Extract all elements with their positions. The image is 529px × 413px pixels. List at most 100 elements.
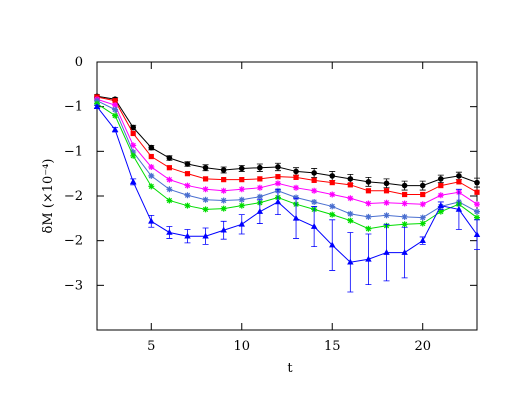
- marker: [130, 149, 137, 156]
- marker: [166, 165, 172, 171]
- marker: [401, 249, 408, 255]
- marker: [437, 202, 445, 208]
- marker: [365, 188, 372, 194]
- marker: [112, 98, 118, 104]
- x-axis-label: t: [287, 361, 293, 376]
- marker: [93, 103, 101, 109]
- marker: [166, 197, 173, 204]
- marker: [221, 177, 227, 183]
- marker: [148, 183, 155, 190]
- marker: [383, 249, 390, 255]
- marker: [202, 206, 209, 213]
- marker: [130, 124, 136, 131]
- marker: [401, 182, 408, 189]
- marker: [438, 176, 444, 182]
- marker: [311, 170, 317, 176]
- marker: [130, 130, 136, 137]
- marker: [455, 205, 463, 212]
- marker: [220, 187, 227, 194]
- marker: [184, 182, 191, 189]
- y-tick-label: 0: [75, 55, 83, 70]
- plot-frame: [96, 61, 478, 331]
- series-line: [96, 106, 478, 263]
- marker: [238, 165, 245, 172]
- marker: [130, 142, 137, 149]
- marker: [347, 258, 354, 265]
- marker: [347, 176, 354, 182]
- marker: [202, 164, 209, 171]
- marker: [239, 177, 245, 183]
- marker: [419, 214, 426, 221]
- marker: [401, 221, 408, 228]
- marker: [383, 188, 390, 194]
- marker: [202, 186, 209, 193]
- marker: [238, 220, 245, 227]
- series-line: [96, 95, 478, 187]
- marker: [419, 237, 426, 243]
- marker: [148, 163, 155, 170]
- marker: [129, 178, 137, 185]
- marker: [474, 189, 480, 195]
- marker: [419, 201, 426, 208]
- marker: [329, 173, 336, 179]
- y-axis-label: δM (×10⁻⁴): [41, 159, 56, 234]
- marker: [148, 217, 155, 224]
- marker: [329, 191, 336, 198]
- marker: [292, 214, 300, 221]
- marker: [238, 186, 245, 193]
- marker: [166, 228, 173, 235]
- marker: [365, 213, 372, 220]
- marker: [419, 182, 426, 189]
- marker: [310, 223, 318, 229]
- series-line: [96, 98, 478, 205]
- marker: [112, 112, 119, 119]
- marker: [166, 186, 173, 193]
- marker: [275, 174, 281, 180]
- marker: [275, 164, 281, 170]
- marker: [293, 168, 299, 175]
- marker: [474, 179, 480, 186]
- marker: [112, 106, 119, 113]
- marker: [347, 210, 354, 217]
- marker: [474, 208, 480, 215]
- y-tick-label: −3: [64, 278, 83, 293]
- marker: [148, 153, 154, 160]
- series-line: [96, 96, 478, 196]
- x-tick-label: 5: [147, 339, 155, 354]
- marker: [293, 194, 300, 201]
- marker: [311, 187, 318, 194]
- marker: [383, 199, 390, 206]
- marker: [437, 192, 444, 199]
- marker: [184, 232, 191, 239]
- marker: [329, 180, 335, 186]
- marker: [437, 208, 444, 215]
- marker: [293, 184, 300, 191]
- marker: [202, 176, 209, 182]
- marker: [148, 172, 155, 179]
- marker: [329, 241, 336, 248]
- marker: [419, 220, 426, 227]
- x-tick-label: 15: [324, 339, 341, 354]
- series-line: [96, 100, 478, 219]
- marker: [220, 197, 227, 204]
- marker: [202, 232, 209, 239]
- y-tick-label: −2: [64, 234, 83, 249]
- marker: [347, 182, 353, 188]
- marker: [220, 226, 227, 233]
- marker: [166, 176, 173, 183]
- marker: [184, 171, 191, 177]
- y-tick-label: −1: [64, 100, 83, 115]
- marker: [365, 200, 372, 207]
- marker: [311, 198, 318, 205]
- marker: [184, 202, 191, 209]
- marker: [112, 102, 119, 109]
- marker: [257, 176, 263, 182]
- marker: [456, 173, 462, 179]
- marker: [238, 202, 245, 209]
- marker: [184, 161, 191, 167]
- marker: [166, 155, 173, 161]
- marker: [256, 184, 263, 191]
- y-tick-label: −1: [64, 144, 83, 159]
- marker: [383, 180, 390, 187]
